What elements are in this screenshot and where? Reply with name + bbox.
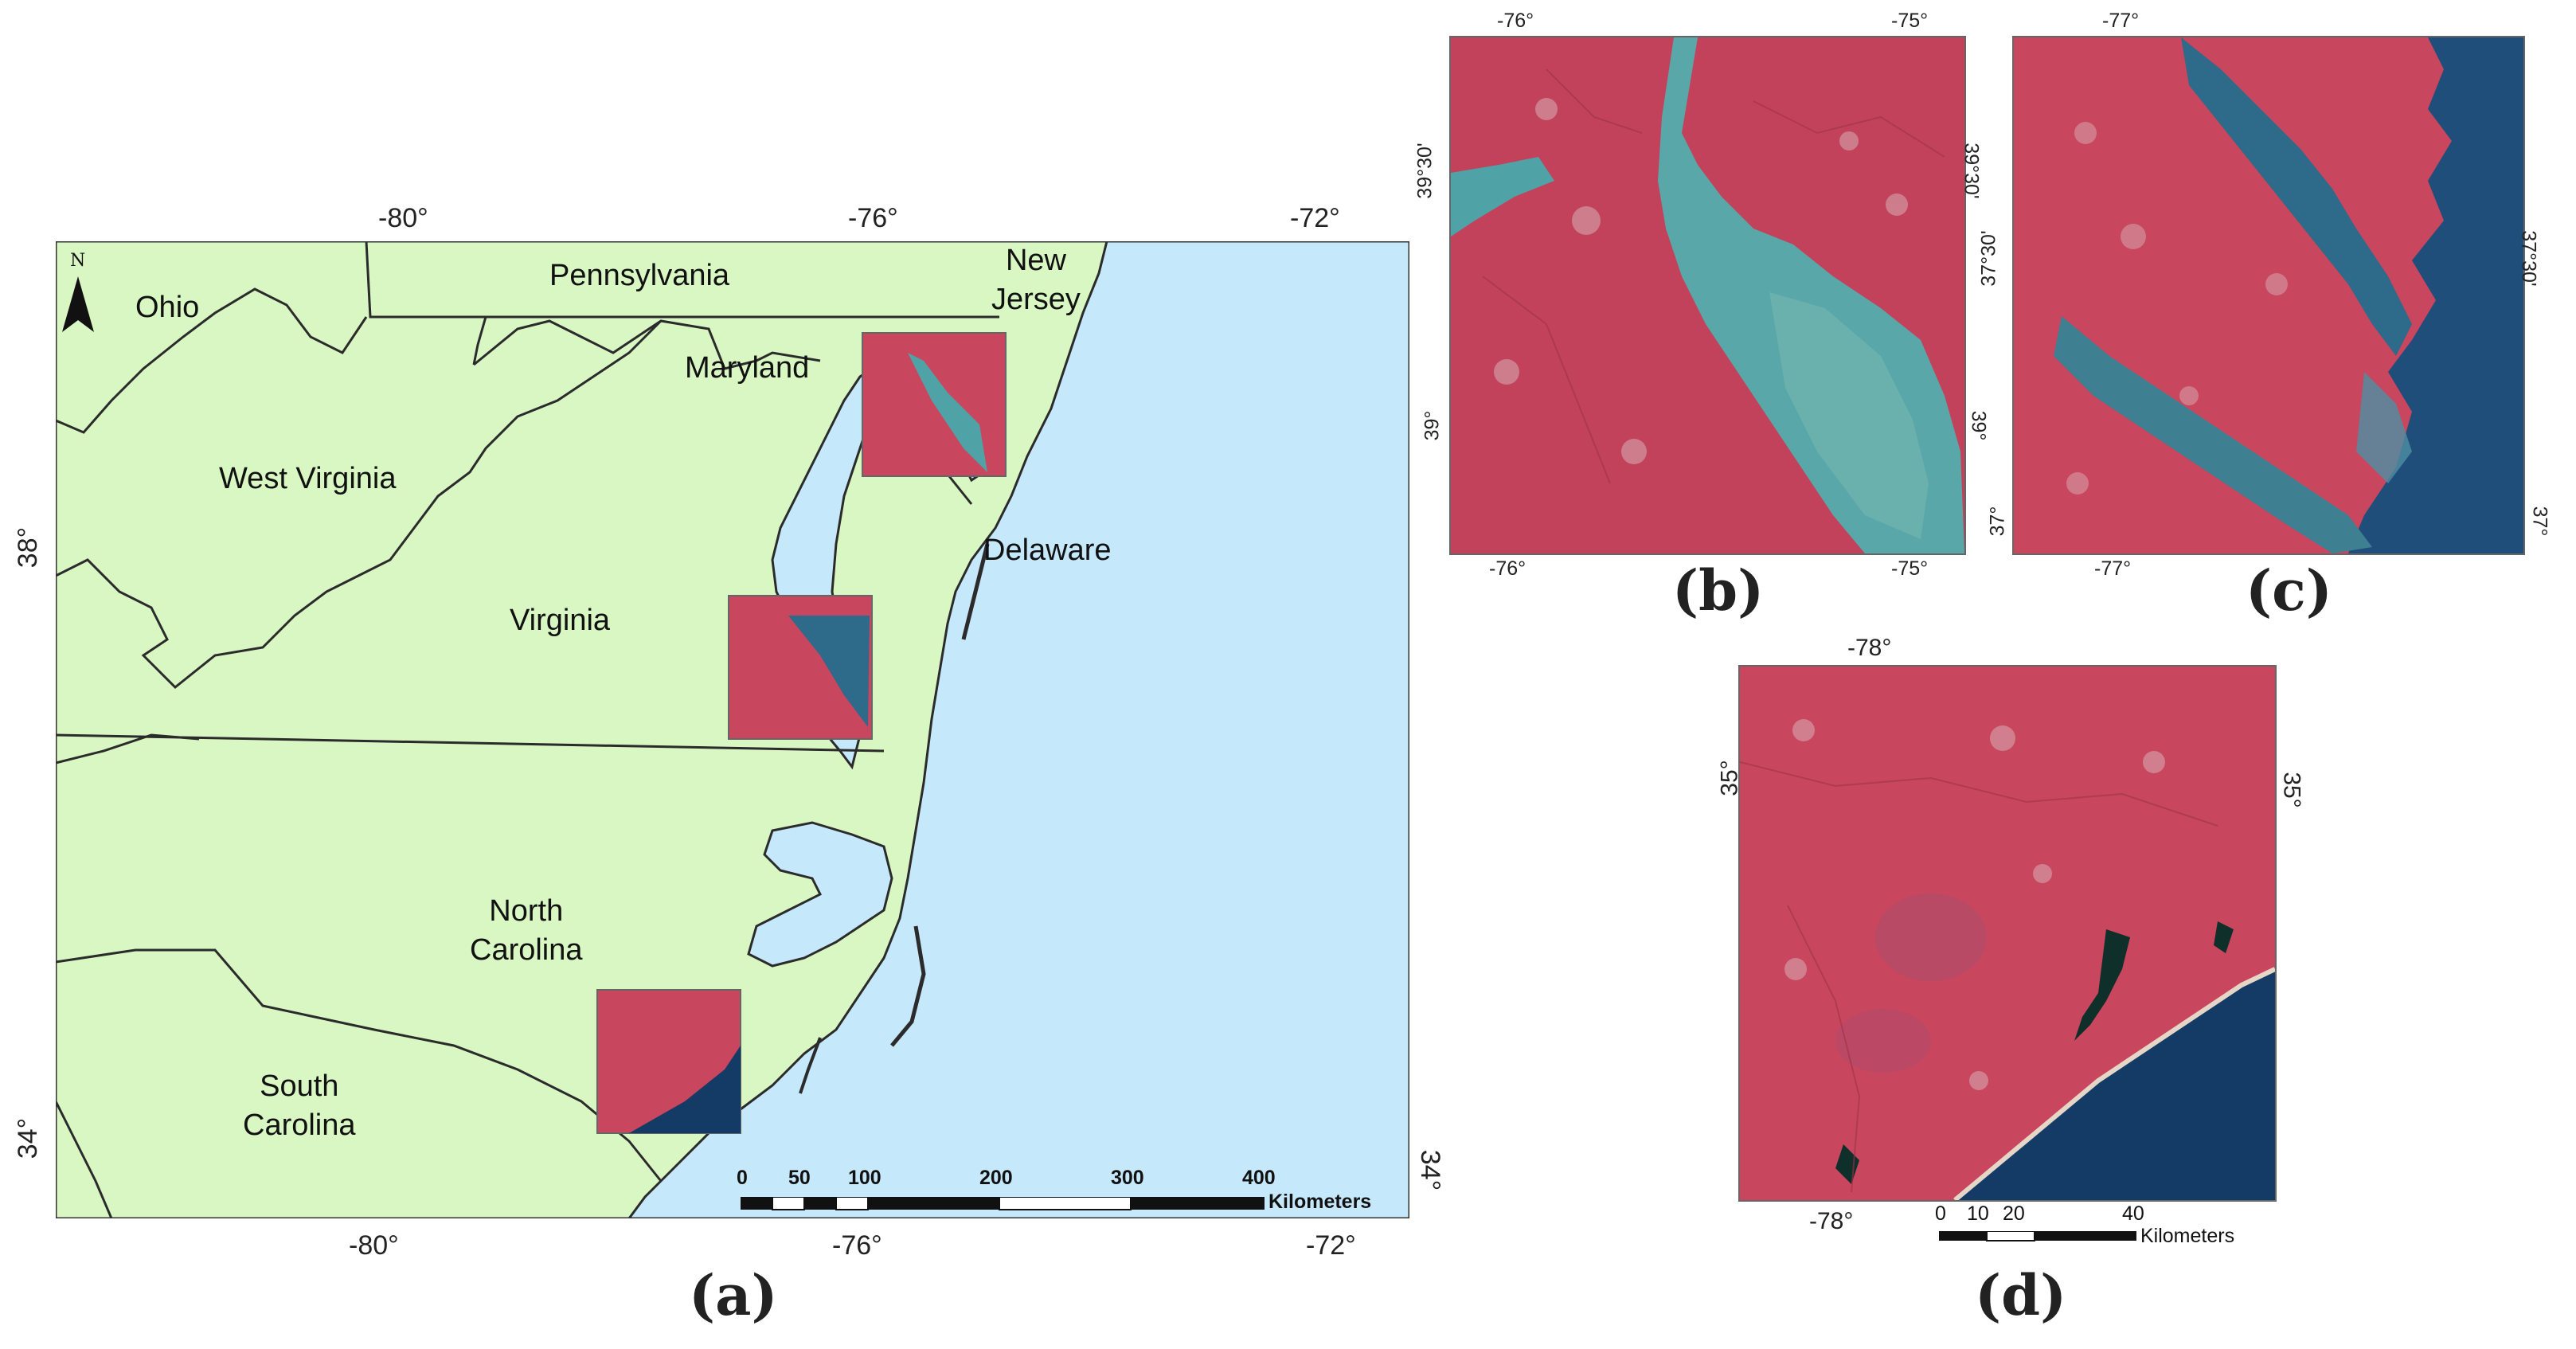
satellite-c-render — [2014, 37, 2523, 553]
label-delaware: Delaware — [983, 534, 1112, 567]
d-tick-top-78: -78° — [1847, 635, 1892, 661]
c-tick-right-37: 37° — [2528, 506, 2551, 537]
b-tick-right-3930: 39°30' — [1960, 143, 1983, 199]
scalebar-a: 0 50 100 200 300 400 Kilometers — [737, 1167, 1429, 1214]
scale-a-unit: Kilometers — [1268, 1191, 1372, 1213]
tick-bottom-76: -76° — [832, 1230, 882, 1261]
footprint-c-water — [788, 616, 870, 727]
tick-left-34: 34° — [13, 1117, 44, 1159]
tick-top-76: -76° — [848, 203, 898, 233]
label-pennsylvania: Pennsylvania — [549, 259, 730, 292]
tick-top-80: -80° — [378, 203, 428, 233]
footprint-b-water — [908, 353, 987, 472]
tick-left-38: 38° — [13, 526, 44, 569]
scale-d-40: 40 — [2122, 1202, 2144, 1225]
scale-a-50: 50 — [788, 1167, 811, 1189]
panel-d-label: (d) — [1975, 1262, 2067, 1328]
d-tick-left-35: 35° — [1716, 760, 1743, 796]
c-tick-right-3730: 37°30' — [2517, 230, 2540, 287]
label-maryland: Maryland — [685, 351, 810, 385]
tick-bottom-80: -80° — [349, 1230, 399, 1261]
b-tick-left-39: 39° — [1421, 410, 1444, 441]
label-south-carolina: South Carolina — [243, 1069, 356, 1143]
c-tick-top-77: -77° — [2102, 10, 2140, 32]
albemarle-sound — [747, 821, 893, 968]
b-tick-left-3930: 39°30' — [1413, 143, 1437, 199]
tick-bottom-72: -72° — [1306, 1230, 1356, 1261]
outer-banks — [890, 925, 926, 1047]
d-tick-right-35: 35° — [2278, 772, 2305, 808]
panel-b-label: (b) — [1672, 557, 1765, 624]
panel-c-label: (c) — [2246, 557, 2332, 624]
delmarva-barrier — [961, 543, 990, 640]
scalebar-d: 0 10 20 40 Kilometers — [1935, 1202, 2269, 1250]
state-boundaries — [56, 241, 999, 1218]
b-tick-top-76: -76° — [1497, 10, 1534, 32]
label-west-virginia: West Virginia — [219, 462, 397, 495]
scale-a-400: 400 — [1242, 1167, 1276, 1189]
label-ohio: Ohio — [135, 291, 200, 324]
scale-a-100: 100 — [848, 1167, 881, 1189]
panel-a-label: (a) — [689, 1262, 778, 1328]
b-tick-right-39: 39° — [1967, 410, 1990, 441]
c-tick-left-3730: 37°30' — [1977, 230, 2000, 287]
north-arrow-icon — [62, 276, 94, 332]
satellite-b-render — [1451, 37, 1964, 553]
scale-d-bar — [1939, 1231, 2136, 1241]
b-tick-top-75: -75° — [1891, 10, 1929, 32]
satellite-image-c — [2012, 36, 2525, 555]
satellite-image-b — [1449, 36, 1966, 555]
overview-map — [56, 241, 1409, 1218]
d-tick-bottom-78: -78° — [1809, 1208, 1854, 1234]
satellite-d-render — [1740, 667, 2275, 1200]
c-tick-bottom-77: -77° — [2094, 557, 2132, 580]
label-virginia: Virginia — [510, 604, 611, 637]
scale-d-20: 20 — [2003, 1202, 2025, 1225]
label-new-jersey: New Jersey — [991, 244, 1081, 317]
b-tick-bottom-75: -75° — [1891, 557, 1929, 580]
north-label: N — [70, 251, 86, 271]
b-tick-bottom-76: -76° — [1489, 557, 1526, 580]
scale-d-0: 0 — [1935, 1202, 1946, 1225]
scale-d-unit: Kilometers — [2140, 1225, 2235, 1247]
nc-barrier — [799, 1037, 822, 1094]
scale-d-10: 10 — [1967, 1202, 1989, 1225]
scale-a-300: 300 — [1111, 1167, 1144, 1189]
scale-a-200: 200 — [979, 1167, 1013, 1189]
scale-a-bar — [741, 1197, 1265, 1210]
scale-a-0: 0 — [737, 1167, 748, 1189]
footprint-d-water — [629, 1046, 741, 1133]
c-tick-left-37: 37° — [1986, 506, 2009, 537]
label-north-carolina: North Carolina — [470, 894, 583, 968]
satellite-image-d — [1738, 665, 2277, 1202]
tick-top-72: -72° — [1290, 203, 1340, 233]
north-arrow: N — [62, 251, 94, 338]
